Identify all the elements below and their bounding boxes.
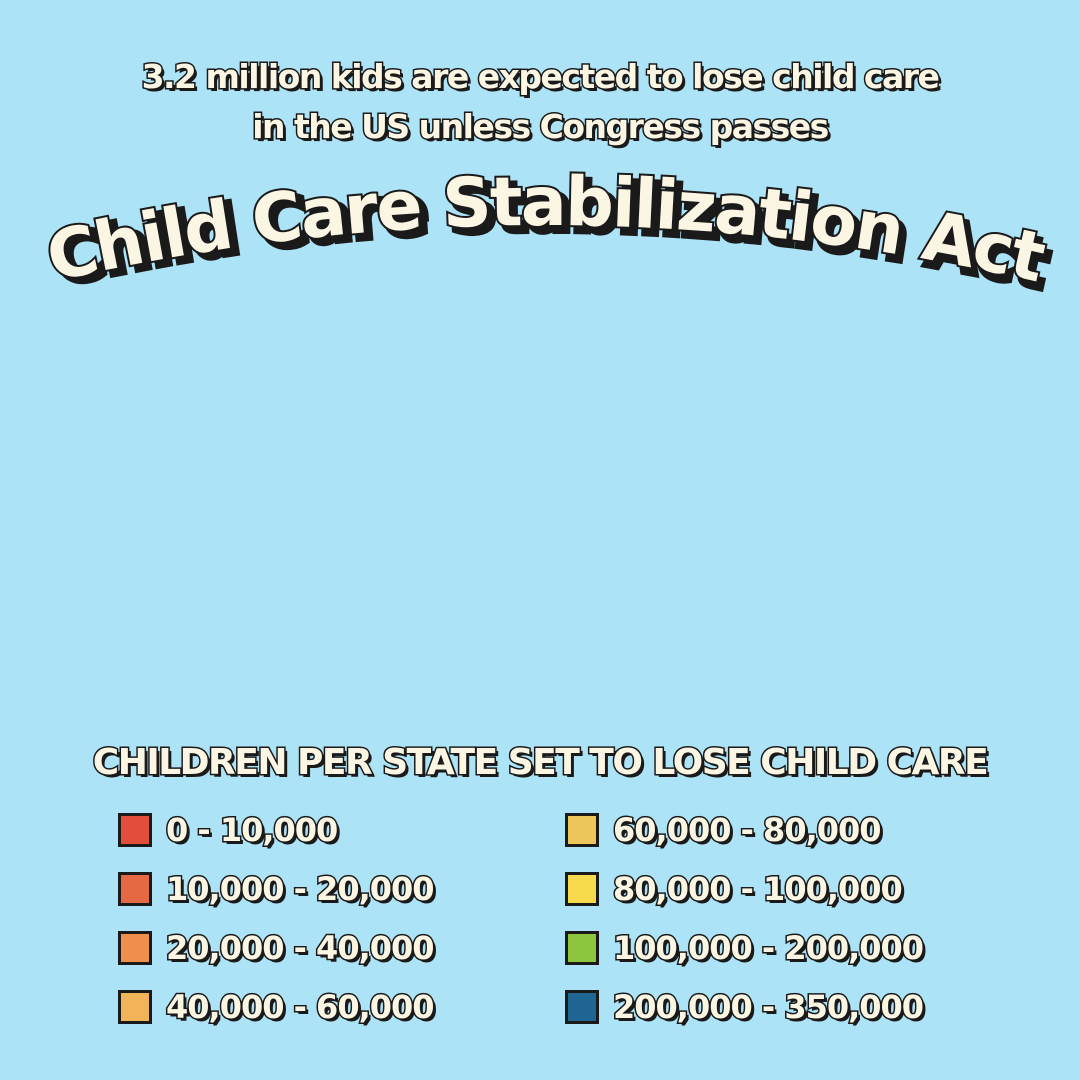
legend-item: 10,000 - 20,000: [118, 859, 437, 918]
legend-label: 10,000 - 20,000: [165, 868, 437, 909]
legend-label: 80,000 - 100,000: [612, 868, 905, 909]
legend-swatch: [565, 930, 599, 965]
legend-item: 80,000 - 100,000: [565, 859, 923, 918]
subtitle: 3.2 million kids are expected to lose ch…: [0, 52, 1080, 152]
legend-swatch: [565, 989, 599, 1024]
legend-item: 60,000 - 80,000: [565, 800, 923, 859]
legend-swatch: [118, 930, 152, 965]
legend-swatch: [118, 989, 152, 1024]
legend-column-right: 60,000 - 80,000 80,000 - 100,000 100,000…: [565, 800, 926, 1036]
legend-swatch: [118, 812, 152, 847]
legend-swatch: [565, 871, 599, 906]
legend-label: 20,000 - 40,000: [165, 927, 437, 968]
legend-label: 200,000 - 350,000: [611, 986, 925, 1027]
legend-item: 20,000 - 40,000: [118, 918, 437, 977]
legend-item: 0 - 10,000: [118, 800, 434, 859]
us-map-area: [40, 310, 1040, 720]
legend-item: 40,000 - 60,000: [118, 977, 437, 1036]
legend-swatch: [118, 871, 152, 906]
legend-label: 40,000 - 60,000: [165, 986, 437, 1027]
main-title-text: Child Care Stabilization Act: [40, 163, 1051, 298]
legend-item: 200,000 - 350,000: [565, 977, 926, 1036]
main-title: Child Care Stabilization Act Child Care …: [38, 161, 1060, 308]
legend-label: 60,000 - 80,000: [612, 809, 884, 850]
subtitle-line-2: in the US unless Congress passes: [251, 106, 831, 148]
legend-label: 100,000 - 200,000: [611, 927, 925, 968]
legend-swatch: [565, 812, 599, 847]
legend-title: CHILDREN PER STATE SET TO LOSE CHILD CAR…: [91, 741, 990, 785]
legend-column-left: 0 - 10,000 10,000 - 20,000 20,000 - 40,0…: [118, 800, 437, 1036]
subtitle-line-1: 3.2 million kids are expected to lose ch…: [140, 56, 941, 98]
legend-label: 0 - 10,000: [164, 809, 339, 850]
legend-item: 100,000 - 200,000: [565, 918, 926, 977]
